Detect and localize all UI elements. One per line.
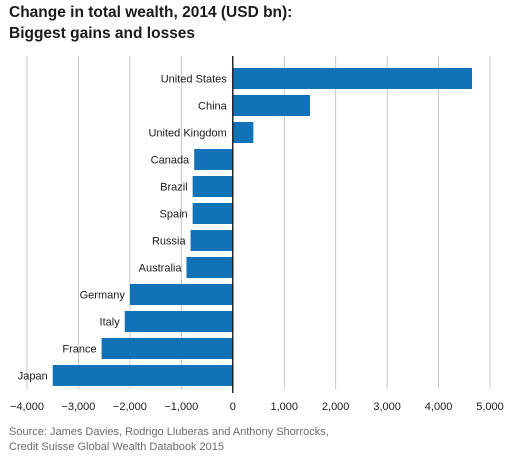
category-label: China: [198, 101, 228, 113]
category-labels: United States China United Kingdom Canada Br…: [18, 74, 228, 383]
category-label: Brazil: [160, 182, 188, 194]
x-tick-label: 3,000: [373, 401, 401, 413]
bar-france: [101, 338, 233, 359]
x-tick-label: −2,000: [113, 401, 147, 413]
bar-spain: [192, 203, 233, 224]
x-tick-label: −3,000: [61, 401, 95, 413]
source-line2: Credit Suisse Global Wealth Databook 201…: [9, 441, 225, 453]
x-tick-label: 5,000: [476, 401, 504, 413]
category-label: Japan: [18, 371, 48, 383]
category-label: Australia: [139, 263, 183, 275]
category-label: United States: [161, 74, 228, 86]
x-tick-label: 4,000: [425, 401, 453, 413]
x-tick-label: 0: [230, 401, 236, 413]
category-label: Spain: [160, 209, 188, 221]
chart-title-line2: Biggest gains and losses: [9, 25, 196, 42]
chart-title: Change in total wealth, 2014 (USD bn): B…: [9, 2, 509, 44]
source-note: Source: James Davies, Rodrigo Lluberas a…: [9, 425, 509, 455]
chart-title-line1: Change in total wealth, 2014 (USD bn):: [9, 4, 293, 21]
category-label: France: [62, 344, 96, 356]
x-tick-labels: −4,000 −3,000 −2,000 −1,000 0 1,000 2,000 3,000…: [10, 401, 504, 413]
bar-canada: [194, 149, 233, 170]
x-tick-label: 1,000: [270, 401, 298, 413]
category-label: Canada: [151, 155, 190, 167]
bar-australia: [186, 257, 233, 278]
bar-brazil: [192, 176, 233, 197]
bar-united-states: [232, 68, 472, 89]
bar-united-kingdom: [232, 122, 254, 143]
bars: [52, 68, 472, 386]
x-tick-label: 2,000: [322, 401, 350, 413]
bar-japan: [52, 365, 233, 386]
bar-china: [232, 95, 310, 116]
category-label: Russia: [152, 236, 187, 248]
category-label: Germany: [80, 290, 126, 302]
bar-germany: [129, 284, 233, 305]
source-line1: Source: James Davies, Rodrigo Lluberas a…: [9, 426, 329, 438]
bar-russia: [190, 230, 233, 251]
gridlines: [26, 56, 491, 389]
category-label: Italy: [100, 317, 121, 329]
x-tick-label: −4,000: [10, 401, 44, 413]
bar-italy: [124, 311, 233, 332]
x-tick-label: −1,000: [164, 401, 198, 413]
category-label: United Kingdom: [148, 128, 226, 140]
